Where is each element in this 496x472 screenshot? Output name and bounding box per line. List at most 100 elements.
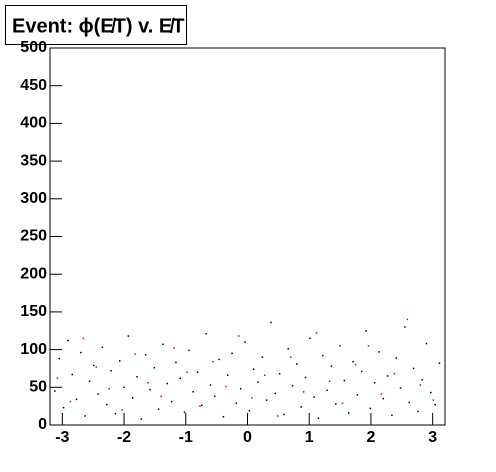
point [356,394,359,396]
point [238,335,240,337]
point [309,337,311,340]
point [430,391,432,394]
point [69,400,72,403]
point [274,392,277,395]
point [67,339,69,342]
plot-frame [49,47,446,426]
point [140,418,143,420]
point [88,380,91,383]
y-tick-label: 400 [20,115,47,132]
point [264,374,266,376]
point [80,351,82,354]
point [252,368,255,370]
point [391,414,393,416]
point [188,349,190,352]
point [328,380,331,383]
point [227,374,229,376]
y-tick-label: 200 [20,265,47,282]
point [408,401,410,404]
point [160,395,162,398]
point [438,362,441,364]
x-tick-label: 1 [305,429,314,446]
point [317,417,320,419]
point [330,365,333,367]
point [93,364,95,367]
point [352,360,354,363]
point [399,387,402,389]
point [175,361,177,364]
point [157,408,160,410]
point [71,373,73,376]
point [304,376,307,379]
point [62,406,65,409]
point [276,415,279,417]
point [432,399,435,401]
point [209,384,212,386]
point [404,326,406,328]
point [347,412,350,414]
point [425,342,428,345]
point [75,398,78,401]
x-tick-label: -2 [117,429,131,446]
point [421,379,423,381]
point [218,358,220,361]
point [199,405,201,407]
point [417,410,419,413]
point [56,377,59,380]
x-tick-label: -1 [179,429,193,446]
point [101,346,104,349]
point [380,393,383,395]
point [434,403,436,406]
point [386,375,389,377]
x-tick-label: 2 [366,429,375,446]
chart-title: Event: ϕ(E̸T) v. E̸T [12,15,184,37]
point [136,375,138,378]
point [261,356,264,358]
point [114,412,117,415]
point [367,345,370,347]
point [395,357,397,359]
title-box [5,5,187,45]
point [149,388,151,391]
point [360,370,363,373]
point [170,400,173,403]
point [278,372,281,375]
point [162,343,164,346]
point [382,397,385,400]
point [265,399,268,401]
point [287,348,289,350]
point [296,363,298,365]
point [244,341,246,343]
point [270,321,272,324]
point [166,382,169,385]
point [365,330,367,332]
y-tick-label: 100 [20,341,47,358]
point [222,415,225,418]
point [95,366,98,368]
point [183,411,186,413]
y-tick-label: 450 [20,77,47,94]
y-tick-label: 300 [20,190,47,207]
point [378,351,380,353]
point [343,379,346,382]
point [322,354,324,357]
point [369,407,372,410]
point [289,356,292,358]
point [225,385,227,388]
point [335,403,337,405]
point [131,397,134,399]
y-tick-label: 250 [20,228,47,245]
point [313,396,315,398]
point [123,386,125,389]
point [121,409,123,411]
point [235,402,238,404]
point [341,402,344,404]
x-tick-label: 3 [428,429,437,446]
point [58,357,61,360]
point [339,345,341,347]
x-tick-label: -3 [55,429,69,446]
y-tick-label: 150 [20,303,47,320]
point [147,382,149,384]
point [257,381,259,383]
